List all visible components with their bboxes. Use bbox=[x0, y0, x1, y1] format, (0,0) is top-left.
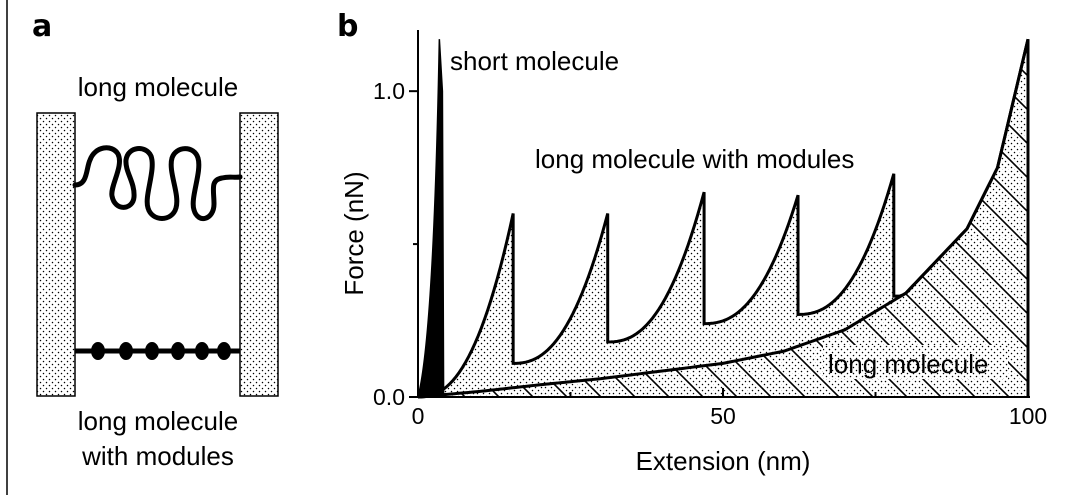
module-bead bbox=[195, 342, 209, 360]
y-tick-label: 1.0 bbox=[373, 78, 405, 104]
long-molecule-annotation: long molecule bbox=[828, 349, 988, 379]
x-axis-label: Extension (nm) bbox=[636, 446, 811, 476]
right-surface bbox=[239, 112, 279, 397]
modules-molecule bbox=[75, 342, 240, 360]
x-tick-label: 50 bbox=[710, 403, 736, 429]
long-molecule-label: long molecule bbox=[78, 72, 238, 102]
long-annotation-backdrop bbox=[823, 345, 1008, 379]
panel-b-letter: b bbox=[337, 9, 358, 44]
short-molecule-annotation: short molecule bbox=[450, 46, 619, 76]
modules-label-line1: long molecule bbox=[78, 406, 238, 436]
module-bead bbox=[91, 342, 105, 360]
long-molecule-curve bbox=[417, 38, 1030, 399]
module-bead bbox=[119, 342, 133, 360]
panel-a: a long molecule long molecule with modul… bbox=[32, 9, 279, 471]
module-bead bbox=[145, 342, 159, 360]
force-extension-chart: 0 50 100 0.0 1.0 Extension (nm) Force (nN) shor… bbox=[339, 30, 1047, 476]
modules-label-line2: with modules bbox=[81, 441, 234, 471]
y-axis-label: Force (nN) bbox=[339, 171, 369, 295]
module-bead bbox=[171, 342, 185, 360]
short-molecule-spike bbox=[417, 39, 445, 398]
panel-a-letter: a bbox=[32, 9, 52, 44]
modules-area bbox=[418, 39, 1028, 398]
module-bead bbox=[217, 342, 231, 360]
panel-b: b 0 50 100 0.0 1.0 Extension (nm) Force (nN) sh… bbox=[337, 9, 1047, 476]
modules-annotation: long molecule with modules bbox=[535, 144, 854, 174]
x-tick-label: 100 bbox=[1009, 403, 1047, 429]
long-molecule-coil bbox=[72, 145, 243, 221]
x-tick-label: 0 bbox=[412, 403, 425, 429]
left-surface bbox=[36, 112, 76, 397]
y-tick-label: 0.0 bbox=[373, 384, 405, 410]
